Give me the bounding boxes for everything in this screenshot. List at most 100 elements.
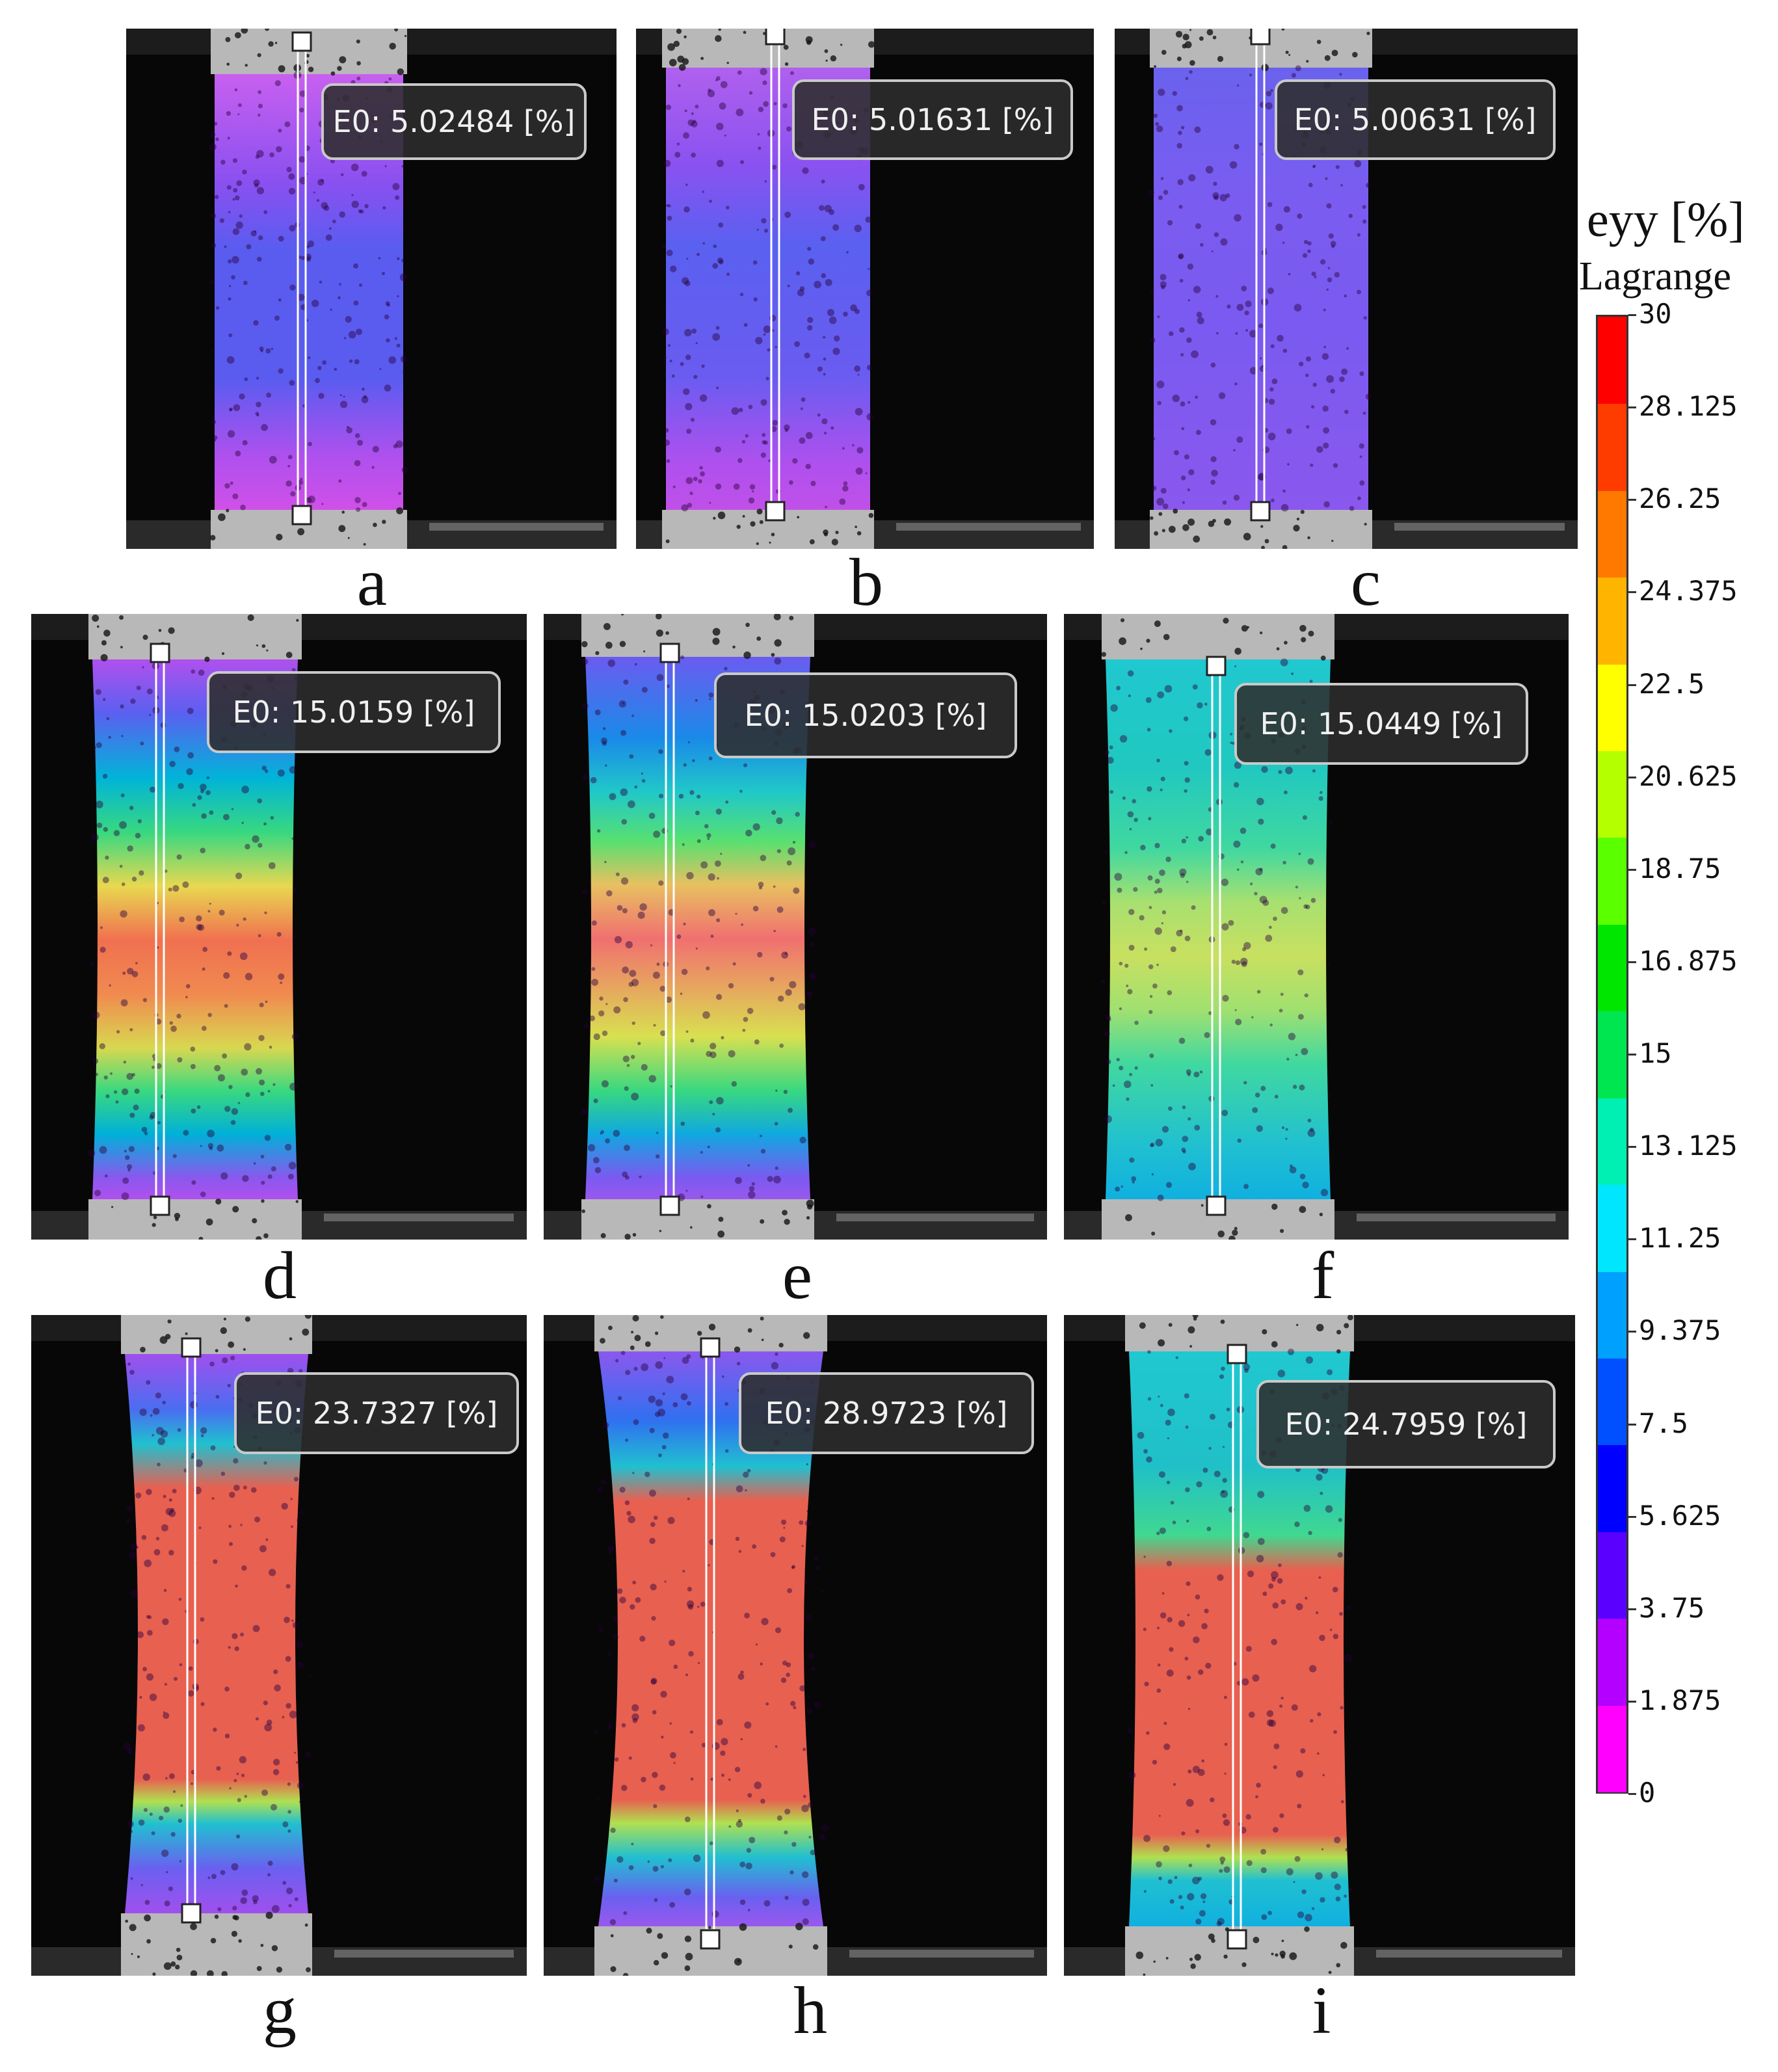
colorbar-tick-mark (1628, 1608, 1636, 1610)
colorbar-tick-mark (1628, 1793, 1636, 1795)
colorbar-segment (1598, 1705, 1626, 1792)
colorbar-tick-mark (1628, 591, 1636, 594)
colorbar-tick-label: 13.125 (1639, 1130, 1738, 1162)
colorbar-tick-label: 15 (1639, 1037, 1672, 1069)
colorbar-segment (1598, 577, 1626, 665)
colorbar-tick-mark (1628, 684, 1636, 686)
colorbar-tick-label: 16.875 (1639, 944, 1738, 977)
strain-readout-a: E0: 5.02484 [%] (321, 83, 587, 160)
panel-d: E0: 15.0159 [%] (31, 614, 527, 1240)
colorbar-subtitle: Lagrange (1579, 254, 1732, 299)
colorbar-tick-mark (1628, 499, 1636, 501)
colorbar-tick-mark (1628, 1700, 1636, 1703)
panel-label-i: i (1312, 1973, 1331, 2048)
extensometer-handle-top (765, 29, 786, 46)
extensometer-handle-bottom (1206, 1195, 1227, 1216)
extensometer-handle-bottom (150, 1195, 170, 1216)
strain-readout-g: E0: 23.7327 [%] (234, 1372, 519, 1454)
strain-readout-d: E0: 15.0159 [%] (207, 671, 501, 753)
colorbar-segment (1598, 1097, 1626, 1186)
colorbar-tick-mark (1628, 406, 1636, 409)
colorbar-tick-mark (1628, 1515, 1636, 1518)
extensometer-handle-top (291, 31, 312, 52)
strain-field (1106, 659, 1331, 1199)
panel-label-d: d (263, 1238, 297, 1313)
panel-a: E0: 5.02484 [%] (126, 29, 617, 549)
specimen-grip-top (121, 1315, 312, 1354)
colorbar-segment (1598, 1357, 1626, 1446)
colorbar-tick-label: 9.375 (1639, 1314, 1721, 1347)
specimen-grip-top (1102, 614, 1334, 659)
colorbar-tick-mark (1628, 868, 1636, 871)
specimen-grip-top (581, 614, 814, 657)
extensometer-handle-bottom (1250, 501, 1271, 522)
panel-label-f: f (1311, 1238, 1334, 1313)
colorbar-tick-label: 1.875 (1639, 1684, 1721, 1716)
extensometer-handle-bottom (181, 1903, 202, 1924)
extensometer-handle-top (700, 1337, 721, 1358)
colorbar-tick-label: 20.625 (1639, 760, 1738, 792)
strain-field (598, 1351, 823, 1926)
colorbar (1596, 315, 1628, 1794)
colorbar-segment (1598, 490, 1626, 578)
panel-label-h: h (793, 1973, 827, 2048)
colorbar-tick-label: 26.25 (1639, 483, 1721, 515)
colorbar-segment (1598, 1618, 1626, 1706)
strain-readout-h: E0: 28.9723 [%] (739, 1372, 1034, 1454)
colorbar-tick-label: 5.625 (1639, 1499, 1721, 1532)
colorbar-tick-label: 7.5 (1639, 1407, 1688, 1439)
extensometer-handle-top (1227, 1344, 1247, 1364)
colorbar-segment (1598, 403, 1626, 491)
colorbar-segment (1598, 663, 1626, 752)
colorbar-tick-label: 11.25 (1639, 1222, 1721, 1255)
strain-readout-f: E0: 15.0449 [%] (1234, 683, 1528, 765)
specimen-image-f (1064, 614, 1569, 1240)
extensometer-handle-top (150, 643, 170, 663)
extensometer-handle-bottom (291, 505, 312, 525)
specimen-image-e (544, 614, 1047, 1240)
colorbar-tick-mark (1628, 1423, 1636, 1426)
extensometer-handle-bottom (765, 501, 786, 522)
colorbar-tick-mark (1628, 314, 1636, 316)
panel-label-a: a (356, 545, 388, 620)
strain-field (1129, 1351, 1350, 1926)
strain-field (585, 657, 810, 1199)
colorbar-tick-mark (1628, 961, 1636, 963)
panel-e: E0: 15.0203 [%] (544, 614, 1047, 1240)
extensometer-handle-top (181, 1337, 202, 1358)
colorbar-segment (1598, 317, 1626, 405)
specimen-grip-bottom (88, 1199, 302, 1240)
colorbar-tick-label: 28.125 (1639, 390, 1738, 423)
panel-label-g: g (263, 1973, 297, 2048)
colorbar-segment (1598, 1011, 1626, 1098)
colorbar-tick-mark (1628, 1238, 1636, 1241)
colorbar-tick-label: 24.375 (1639, 575, 1738, 607)
colorbar-tick-label: 18.75 (1639, 852, 1721, 884)
colorbar-segment (1598, 1184, 1626, 1272)
strain-readout-e: E0: 15.0203 [%] (714, 672, 1017, 758)
strain-field (92, 659, 298, 1199)
strain-field (215, 74, 403, 510)
colorbar-segment (1598, 1444, 1626, 1532)
extensometer-handle-bottom (1227, 1929, 1247, 1950)
strain-field (125, 1354, 308, 1913)
panel-i: E0: 24.7959 [%] (1064, 1315, 1575, 1976)
colorbar-tick-mark (1628, 776, 1636, 778)
panel-f: E0: 15.0449 [%] (1064, 614, 1569, 1240)
colorbar-tick-label: 0 (1639, 1777, 1656, 1809)
panel-g: E0: 23.7327 [%] (31, 1315, 527, 1976)
colorbar-tick-label: 22.5 (1639, 667, 1705, 700)
colorbar-tick-mark (1628, 1054, 1636, 1056)
colorbar-tick-label: 30 (1639, 298, 1672, 330)
panel-c: E0: 5.00631 [%] (1115, 29, 1578, 549)
extensometer-handle-top (659, 643, 680, 663)
specimen-grip-top (88, 614, 302, 659)
colorbar-segment (1598, 750, 1626, 838)
specimen-grip-bottom (581, 1199, 814, 1240)
panel-label-c: c (1350, 545, 1381, 620)
colorbar-segment (1598, 1271, 1626, 1359)
colorbar-tick-label: 3.75 (1639, 1591, 1705, 1624)
strain-field (1154, 68, 1368, 510)
strain-field (666, 68, 870, 510)
colorbar-segment (1598, 1531, 1626, 1619)
